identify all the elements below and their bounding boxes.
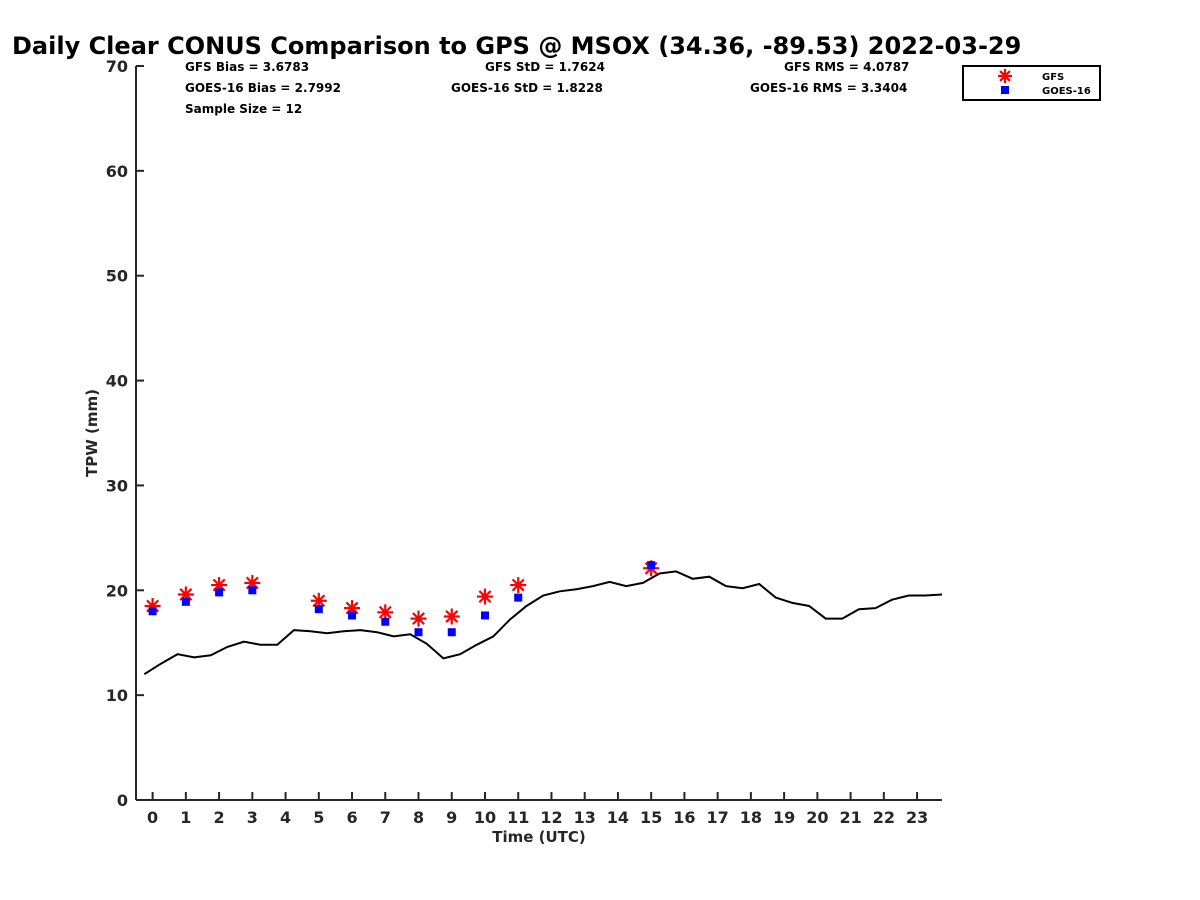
legend: GFS GOES-16 — [962, 65, 1101, 101]
x-tick-label: 23 — [906, 808, 928, 827]
legend-box — [962, 65, 1101, 101]
y-tick-label: 0 — [117, 791, 128, 810]
sample-size-label: Sample Size = 12 — [185, 102, 302, 116]
gfs-point — [476, 588, 493, 605]
asterisk-stroke — [478, 590, 492, 604]
goes16-point — [647, 561, 656, 570]
gps-line — [143, 570, 943, 676]
goes16-point — [148, 607, 157, 616]
x-tick-label: 16 — [673, 808, 695, 827]
y-tick-label: 60 — [106, 162, 128, 181]
goes-bias-label: GOES-16 Bias = 2.7992 — [185, 81, 341, 95]
y-tick-label: 50 — [106, 267, 128, 286]
y-tick-label: 40 — [106, 372, 128, 391]
x-tick-label: 22 — [873, 808, 895, 827]
goes16-point — [248, 586, 257, 595]
gfs-std-label: GFS StD = 1.7624 — [485, 60, 605, 74]
goes16-point — [480, 611, 489, 620]
goes16-point — [348, 611, 357, 620]
gfs-rms-label: GFS RMS = 4.0787 — [784, 60, 909, 74]
x-tick-label: 11 — [507, 808, 529, 827]
goes16-point — [314, 605, 323, 614]
x-tick-label: 18 — [740, 808, 762, 827]
x-tick-label: 2 — [214, 808, 225, 827]
asterisk-stroke — [378, 605, 392, 619]
legend-label: GOES-16 — [1042, 86, 1091, 97]
goes16-point — [215, 588, 224, 597]
x-tick-label: 4 — [280, 808, 291, 827]
x-tick-label: 13 — [574, 808, 596, 827]
asterisk-stroke — [312, 594, 326, 608]
x-tick-label: 19 — [773, 808, 795, 827]
goes16-point — [447, 628, 456, 637]
x-tick-label: 14 — [607, 808, 629, 827]
goes16-point — [381, 617, 390, 626]
plot-area — [143, 560, 943, 676]
legend-goes16-marker — [1001, 86, 1009, 94]
gfs-point — [443, 608, 460, 625]
gfs-point — [410, 610, 427, 627]
goes16-point — [181, 597, 190, 606]
legend-gfs-marker — [998, 69, 1012, 83]
x-tick-label: 12 — [540, 808, 562, 827]
asterisk-stroke — [511, 578, 525, 592]
y-tick-label: 70 — [106, 57, 128, 76]
y-axis-label: TPW (mm) — [83, 389, 101, 477]
x-tick-label: 6 — [346, 808, 357, 827]
x-tick-label: 5 — [313, 808, 324, 827]
gfs-bias-label: GFS Bias = 3.6783 — [185, 60, 309, 74]
x-tick-label: 1 — [180, 808, 191, 827]
x-tick-label: 7 — [380, 808, 391, 827]
x-tick-label: 10 — [474, 808, 496, 827]
legend-label: GFS — [1042, 72, 1064, 83]
y-tick-label: 20 — [106, 581, 128, 600]
asterisk-stroke — [445, 610, 459, 623]
x-tick-label: 0 — [147, 808, 158, 827]
x-tick-label: 9 — [446, 808, 457, 827]
goes-std-label: GOES-16 StD = 1.8228 — [451, 81, 603, 95]
x-tick-label: 15 — [640, 808, 662, 827]
goes16-point — [514, 593, 523, 602]
y-tick-label: 10 — [106, 686, 128, 705]
gfs-point — [377, 604, 394, 621]
gfs-point — [510, 577, 527, 594]
goes-rms-label: GOES-16 RMS = 3.3404 — [750, 81, 907, 95]
goes16-point — [414, 628, 423, 637]
x-tick-label: 8 — [413, 808, 424, 827]
x-tick-label: 3 — [247, 808, 258, 827]
x-tick-label: 21 — [839, 808, 861, 827]
chart-title: Daily Clear CONUS Comparison to GPS @ MS… — [12, 32, 1021, 60]
x-tick-label: 20 — [806, 808, 828, 827]
asterisk-stroke — [999, 70, 1011, 82]
asterisk-stroke — [412, 612, 425, 626]
x-tick-label: 17 — [707, 808, 729, 827]
x-axis-label: Time (UTC) — [492, 828, 586, 846]
y-tick-label: 30 — [106, 476, 128, 495]
